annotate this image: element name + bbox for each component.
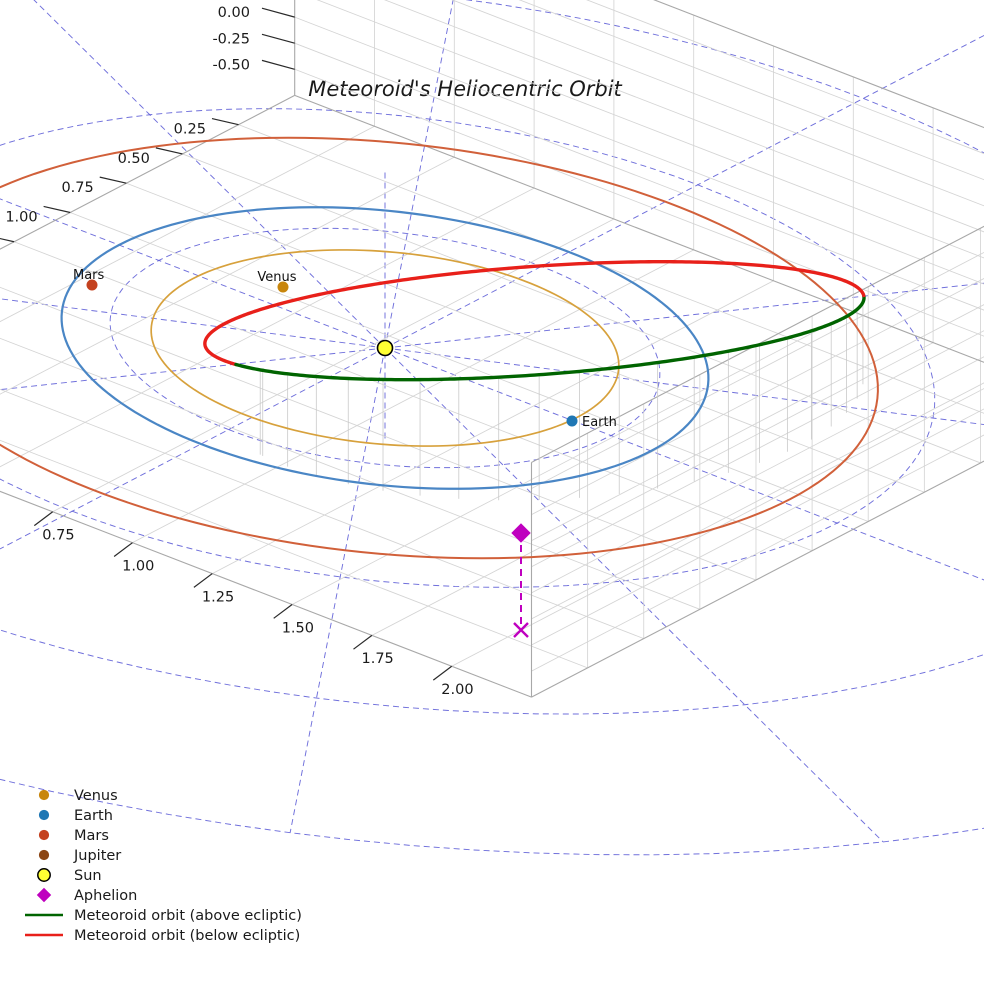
legend-label: Sun — [74, 868, 102, 884]
meteoroid-orbit-above-ecliptic — [234, 362, 265, 373]
axis-ticks: 0.250.500.751.001.251.501.752.002.250.00… — [0, 5, 474, 698]
planet-marker-earth[interactable] — [566, 415, 578, 427]
plot-legend: Venus Earth Mars Jupiter Sun Aphelion Meteoroi… — [25, 788, 302, 944]
legend-marker-jupiter — [38, 849, 50, 861]
legend-marker-mars — [38, 829, 50, 841]
legend-label: Meteoroid orbit (above ecliptic) — [74, 908, 302, 924]
legend-marker-earth — [38, 809, 50, 821]
x-axis-tick-label: 1.00 — [5, 209, 37, 225]
x-axis-tick-label: 0.25 — [174, 122, 206, 138]
x-tick-mark — [155, 147, 183, 155]
legend-label: Jupiter — [73, 848, 121, 864]
x-axis-tick-label: 0.50 — [118, 151, 150, 167]
legend-label: Mars — [74, 828, 109, 844]
y-tick-mark — [273, 603, 293, 619]
axes-pane-grid — [0, 0, 984, 698]
planet-marker-venus[interactable] — [277, 281, 289, 293]
page-title: Meteoroid's Heliocentric Orbit — [308, 77, 622, 101]
y-axis-tick-label: 1.00 — [122, 559, 154, 575]
legend-marker-venus — [38, 789, 50, 801]
x-tick-mark — [99, 176, 127, 184]
legend-label: Meteoroid orbit (below ecliptic) — [74, 928, 300, 944]
planet-label-mars: Mars — [73, 268, 105, 283]
meteoroid-orbit-above-ecliptic — [261, 293, 866, 382]
legend-marker-sun — [37, 868, 51, 882]
y-axis-tick-label: 1.25 — [202, 589, 234, 605]
y-tick-mark — [193, 573, 213, 588]
x-tick-mark — [43, 205, 71, 214]
aphelion-marker[interactable] — [511, 523, 531, 543]
y-axis-tick-label: 1.75 — [362, 651, 394, 667]
z-axis-tick-label: 0.00 — [218, 5, 250, 21]
legend-label: Earth — [74, 808, 113, 824]
y-tick-mark — [113, 542, 133, 557]
planet-orbit-curves — [0, 136, 879, 560]
aphelion-projection-cross-icon — [513, 622, 529, 638]
x-tick-mark — [0, 237, 15, 243]
z-axis-tick-label: -0.25 — [212, 31, 250, 47]
y-tick-mark — [353, 634, 373, 650]
x-tick-mark — [211, 118, 239, 126]
meteoroid-orbit-curve — [203, 260, 866, 382]
celestial-body-markers: Venus Earth Mars — [73, 268, 617, 638]
legend-label: Aphelion — [74, 888, 137, 904]
z-tick-mark — [261, 33, 295, 44]
orbit-stem-lines — [259, 302, 864, 501]
meteoroid-orbit-below-ecliptic — [203, 260, 866, 367]
y-axis-tick-label: 2.00 — [441, 682, 473, 698]
y-tick-mark — [33, 511, 54, 527]
sun-marker[interactable] — [376, 339, 394, 357]
y-axis-tick-label: 0.75 — [42, 528, 74, 544]
planet-label-earth: Earth — [582, 415, 617, 430]
legend-label: Venus — [74, 788, 118, 804]
planet-marker-mars[interactable] — [86, 279, 98, 291]
x-axis-tick-label: 0.75 — [61, 180, 93, 196]
z-tick-mark — [261, 7, 295, 18]
z-axis-tick-label: -0.50 — [212, 57, 250, 73]
z-tick-mark — [261, 59, 295, 70]
y-axis-tick-label: 1.50 — [282, 620, 314, 636]
planet-label-venus: Venus — [257, 270, 296, 285]
legend-marker-aphelion — [36, 887, 52, 903]
y-tick-mark — [432, 665, 453, 681]
